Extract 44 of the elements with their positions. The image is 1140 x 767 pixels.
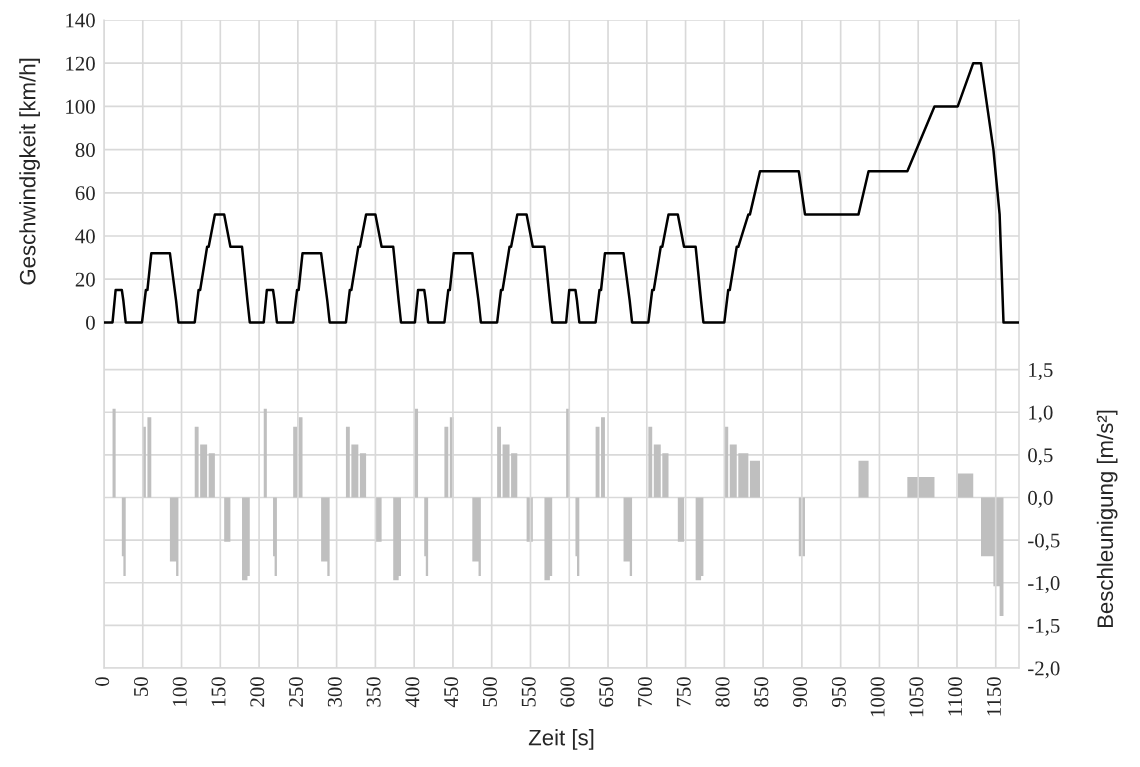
x-tick-label: 750	[676, 677, 691, 707]
x-tick-label: 800	[715, 677, 730, 707]
x-tick-label: 450	[444, 677, 459, 708]
y2-tick-label: -1,0	[1028, 576, 1060, 594]
y2-tick-label: 1,5	[1029, 363, 1053, 381]
x-tick-label: 900	[793, 677, 808, 707]
y2-tick-label: -0,5	[1028, 533, 1060, 551]
x-tick-label: 1000	[870, 677, 885, 717]
y-tick-label: 40	[75, 229, 95, 244]
x-tick-label: 600	[560, 677, 575, 707]
y2-tick-label: 0,0	[1028, 490, 1053, 508]
x-tick-label: 100	[172, 677, 187, 706]
y2-axis-title: Beschleunigung [m/s²]	[1096, 410, 1118, 628]
x-tick-label: 1100	[948, 677, 963, 716]
x-tick-label: 950	[831, 677, 846, 707]
y2-tick-label: 1,0	[1029, 405, 1053, 423]
y-tick-label: 0	[86, 315, 95, 330]
x-tick-label: 250	[289, 677, 304, 707]
y2-tick-label: -1,5	[1028, 618, 1060, 636]
y-tick-label: 100	[66, 99, 95, 114]
y-tick-label: 80	[75, 142, 95, 158]
x-tick-label: 150	[211, 677, 226, 706]
x-tick-label: 0	[95, 677, 110, 686]
x-tick-label: 700	[637, 677, 653, 707]
y-tick-label: 140	[66, 13, 95, 28]
y-tick-label: 60	[75, 186, 95, 201]
y2-tick-label: -2,0	[1028, 661, 1060, 679]
x-tick-label: 550	[521, 677, 536, 707]
x-tick-label: 1050	[909, 677, 924, 717]
x-tick-label: 1150	[986, 677, 1001, 716]
x-tick-label: 850	[754, 677, 769, 707]
x-tick-label: 50	[133, 677, 148, 696]
y-axis-title: Geschwindigkeit [km/h]	[19, 58, 40, 285]
x-tick-label: 200	[250, 677, 265, 707]
x-tick-label: 300	[327, 677, 342, 707]
y2-tick-label: 0,5	[1028, 448, 1053, 466]
y-tick-label: 120	[66, 56, 95, 71]
x-tick-label: 350	[366, 677, 381, 707]
x-tick-label: 500	[482, 677, 497, 707]
line-series	[104, 61, 1019, 324]
x-tick-label: 650	[599, 677, 614, 707]
x-axis-title: Zeit [s]	[528, 729, 594, 750]
x-tick-label: 400	[405, 677, 420, 708]
y-tick-label: 20	[75, 272, 95, 287]
